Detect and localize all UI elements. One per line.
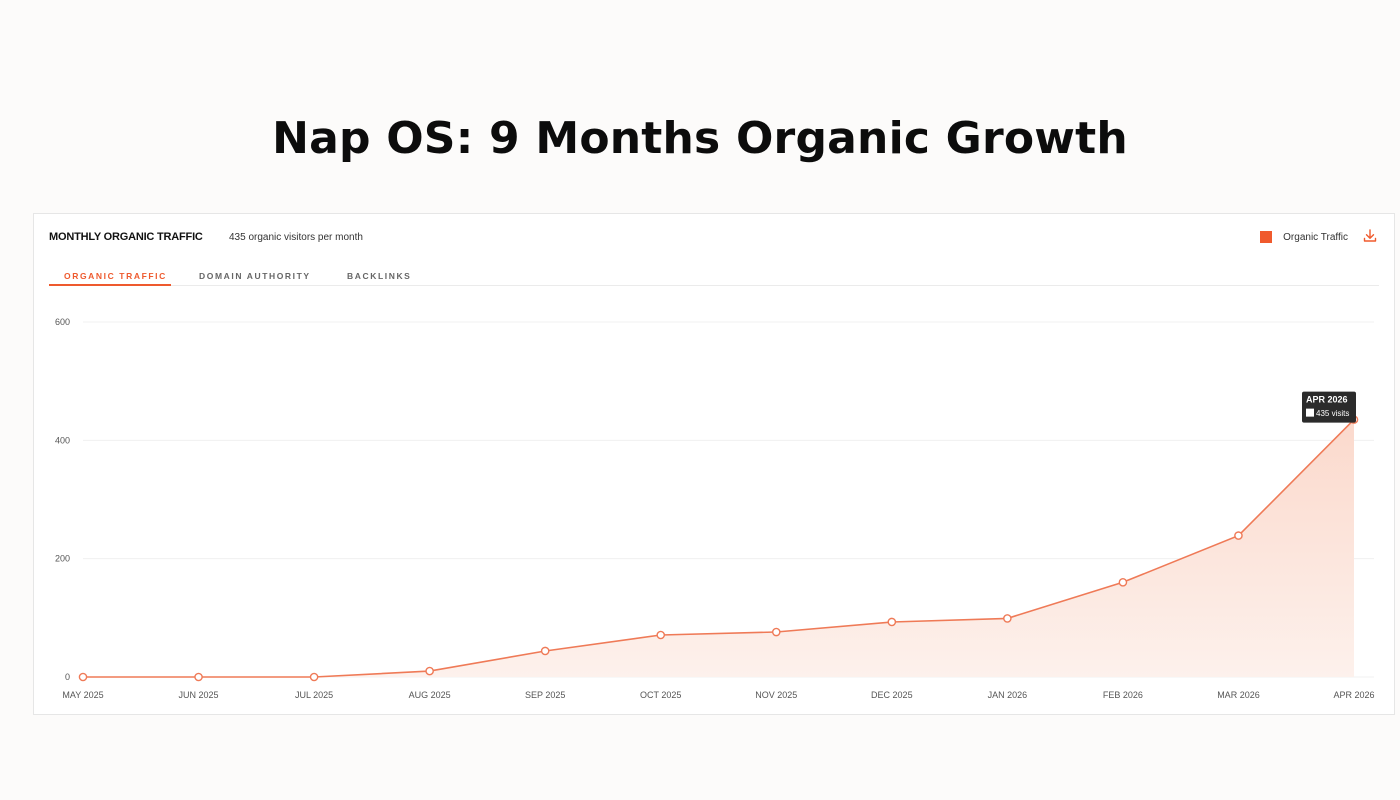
y-tick-label: 400	[55, 435, 70, 445]
data-point[interactable]	[540, 646, 550, 656]
tab-organic-traffic[interactable]: ORGANIC TRAFFIC	[64, 271, 167, 281]
tooltip-swatch	[1306, 408, 1314, 417]
data-point[interactable]	[1234, 531, 1243, 540]
data-point[interactable]	[1003, 614, 1012, 623]
y-tick-label: 200	[55, 554, 70, 564]
x-tick-label: OCT 2025	[640, 690, 681, 700]
x-tick-label: DEC 2025	[871, 690, 913, 700]
tab-domain-authority[interactable]: DOMAIN AUTHORITY	[199, 271, 311, 281]
card-title: MONTHLY ORGANIC TRAFFIC	[49, 231, 203, 243]
traffic-card: MONTHLY ORGANIC TRAFFIC 435 organic visi…	[33, 213, 1395, 715]
traffic-line	[83, 419, 1355, 678]
x-tick-label: SEP 2025	[525, 690, 565, 700]
x-tick-label: AUG 2025	[409, 690, 451, 700]
chart-legend[interactable]: Organic Traffic	[1260, 231, 1348, 243]
x-tick-label: JAN 2026	[988, 690, 1028, 700]
legend-label: Organic Traffic	[1283, 231, 1348, 243]
data-point[interactable]	[771, 627, 781, 637]
tab-backlinks[interactable]: BACKLINKS	[347, 271, 412, 281]
chart-tabs: ORGANIC TRAFFIC DOMAIN AUTHORITY BACKLIN…	[49, 271, 1379, 286]
y-tick-label: 0	[65, 672, 70, 682]
data-point[interactable]	[78, 672, 88, 682]
traffic-chart: 0 200 400 600 MAY 2025 JUN 2025 JUL 2025 AUG 2…	[55, 317, 1375, 700]
x-tick-label: JUN 2025	[179, 690, 219, 700]
x-tick-label: NOV 2025	[755, 690, 797, 700]
data-point[interactable]	[194, 672, 203, 682]
tooltip-value: 435 visits	[1316, 409, 1349, 418]
data-point[interactable]	[1118, 578, 1128, 587]
x-tick-label: MAR 2026	[1217, 690, 1260, 700]
x-tick-label: APR 2026	[1333, 690, 1374, 700]
data-point[interactable]	[887, 617, 897, 627]
traffic-area	[83, 419, 1354, 677]
tooltip-background	[1302, 391, 1356, 423]
x-tick-label: JUL 2025	[295, 690, 333, 700]
chart-tooltip: APR 2026 435 visits	[1302, 391, 1356, 423]
data-point[interactable]	[309, 672, 319, 682]
page-headline: Nap OS: 9 Months Organic Growth	[272, 113, 1128, 164]
download-icon[interactable]	[1362, 228, 1378, 244]
y-tick-label: 600	[55, 317, 70, 327]
active-tab-underline	[49, 284, 171, 286]
data-point[interactable]	[425, 666, 434, 676]
card-subtitle: 435 organic visitors per month	[229, 232, 363, 243]
x-tick-label: MAY 2025	[62, 690, 103, 700]
tooltip-title: APR 2026	[1306, 395, 1348, 405]
legend-swatch	[1260, 231, 1273, 243]
data-point[interactable]	[656, 630, 666, 640]
x-tick-label: FEB 2026	[1103, 690, 1143, 700]
